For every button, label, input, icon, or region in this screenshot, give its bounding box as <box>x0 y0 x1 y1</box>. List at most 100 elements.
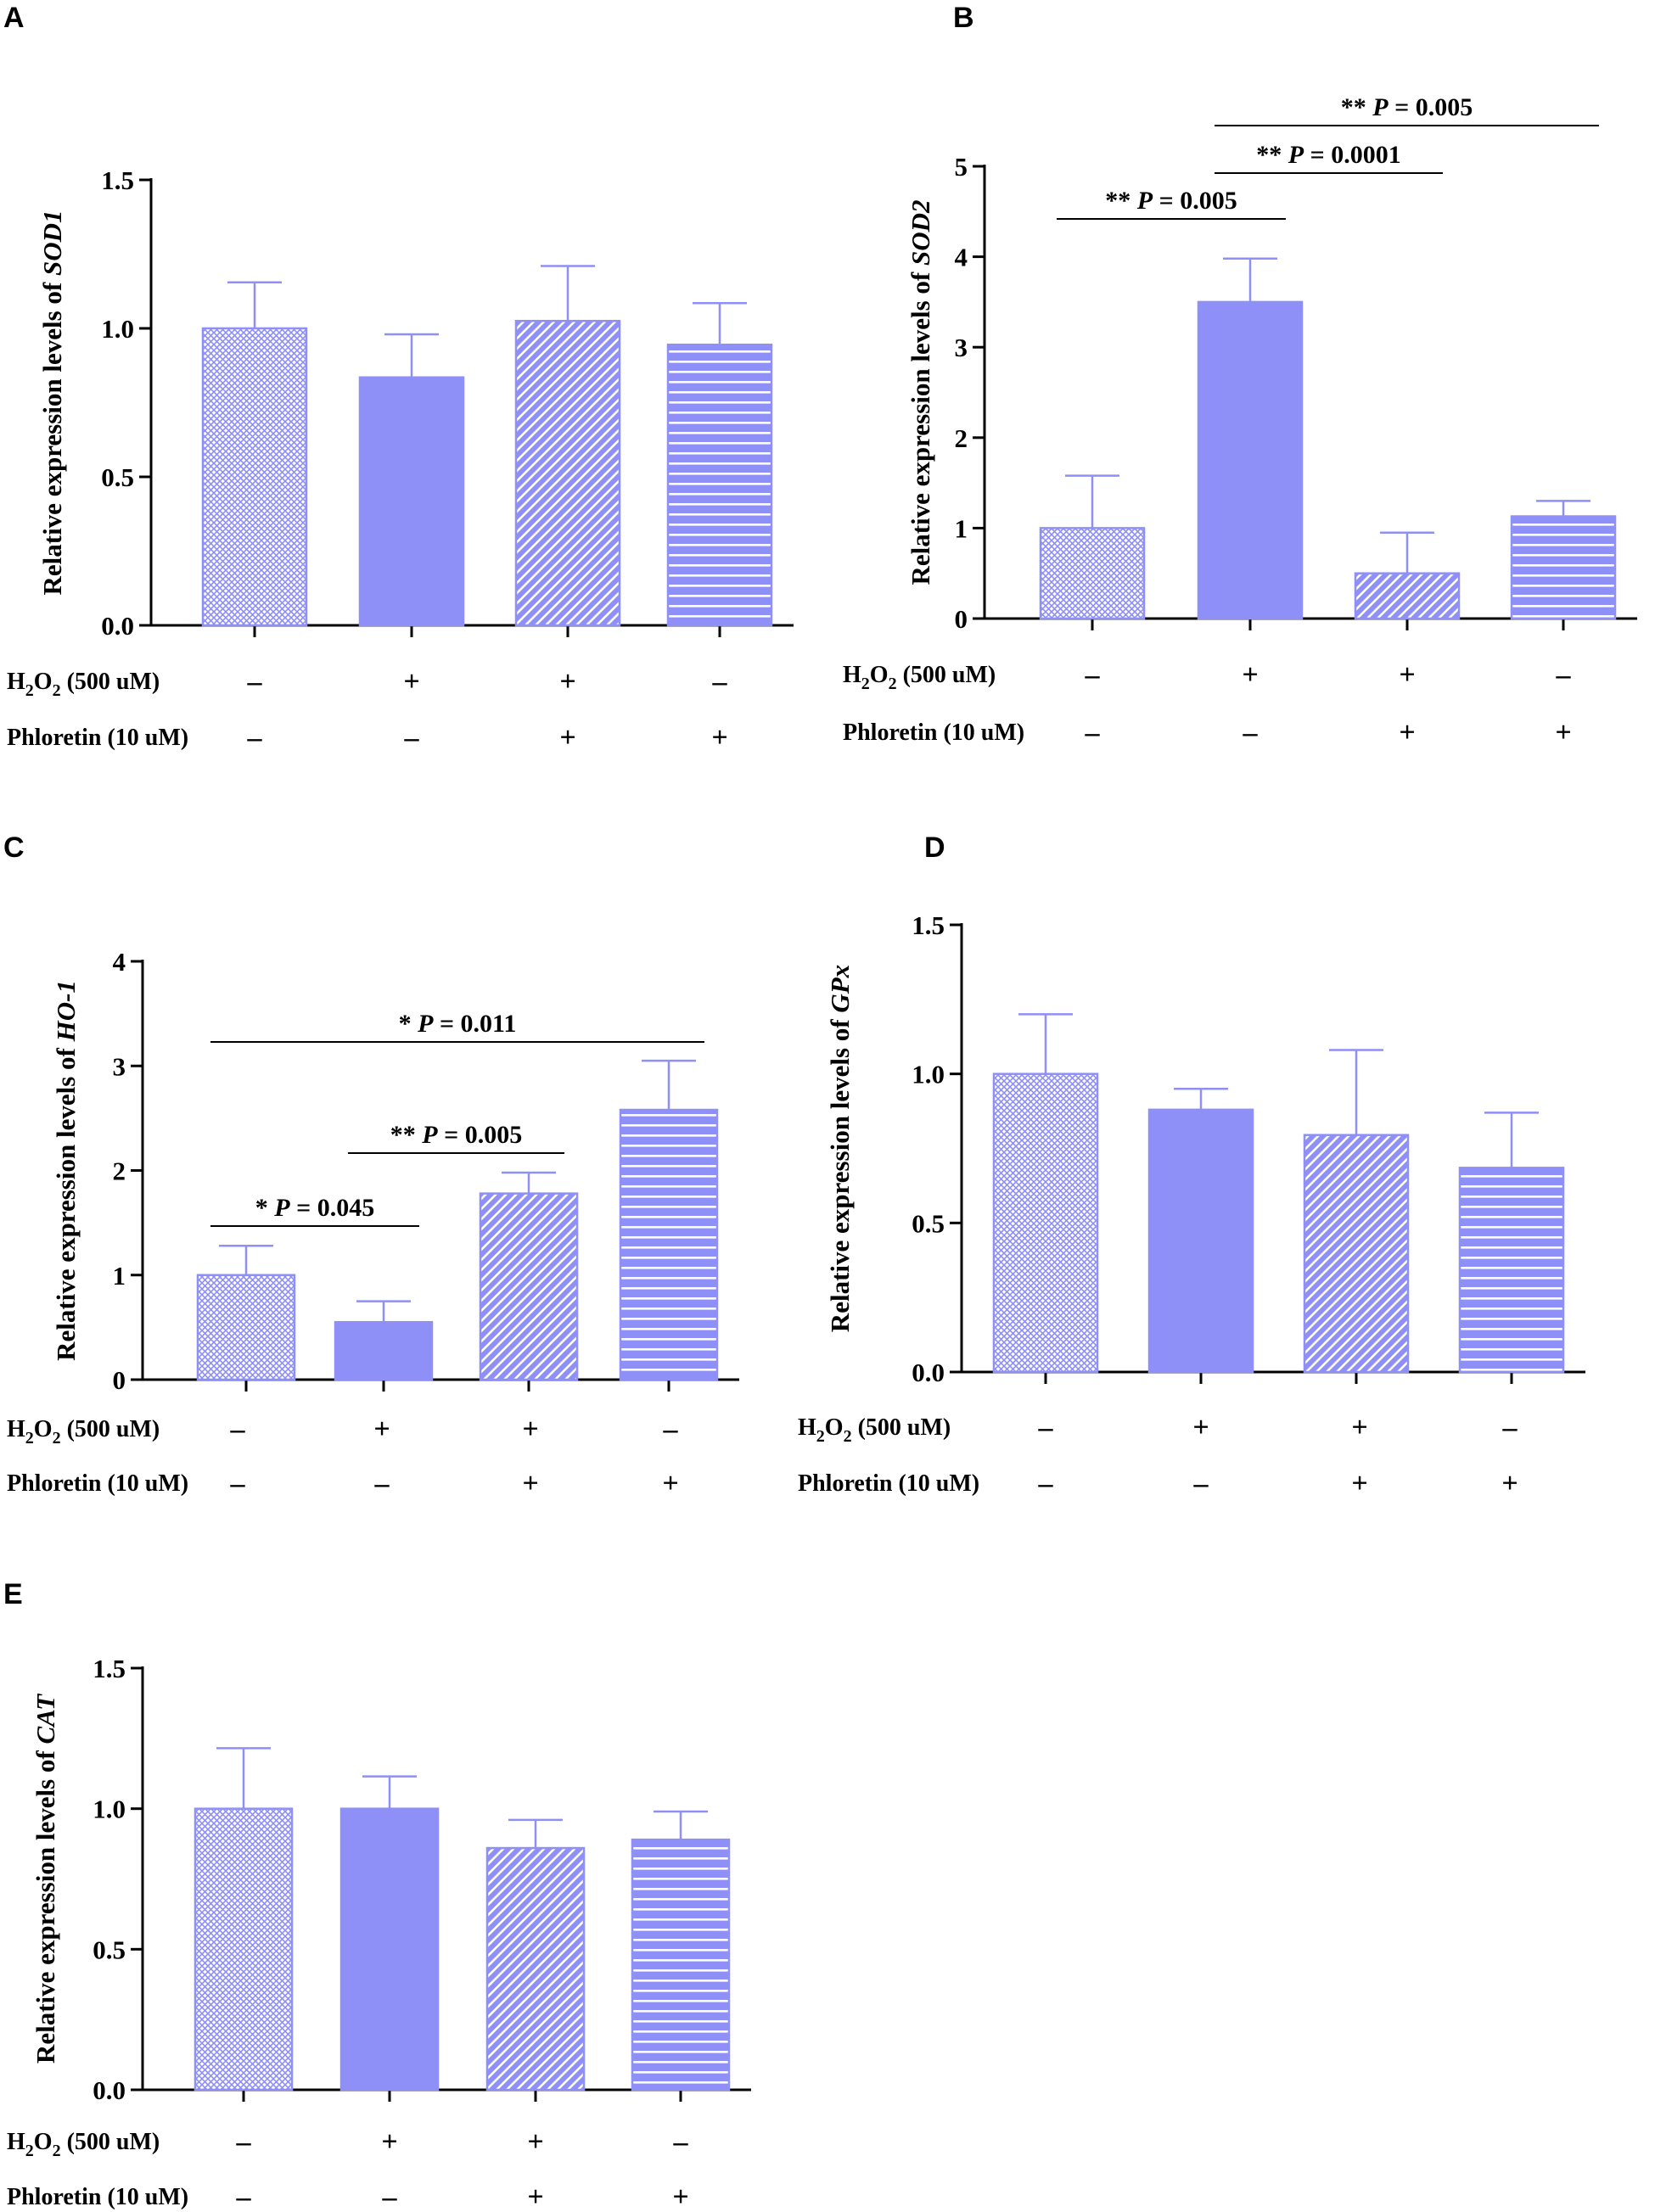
phloretin-sign-1: – <box>1085 717 1101 748</box>
h2o2-sub: 2 <box>25 2142 34 2160</box>
phloretin-sign-2: – <box>374 1468 390 1499</box>
y-tick-label: 2 <box>113 1156 126 1186</box>
y-tick-label: 4 <box>955 243 968 272</box>
sig-stars: ** <box>390 1121 423 1149</box>
y-tick-label: 5 <box>955 152 968 182</box>
panel-d: D 0.0 0.5 1.0 1.5 Relative expression levels … <box>798 832 1585 1499</box>
sig-value: = 0.005 <box>1389 93 1473 121</box>
sig-stars: * <box>255 1194 275 1222</box>
phloretin-sign-1: – <box>230 1468 246 1499</box>
h2o2-h: H <box>7 1416 25 1442</box>
y-axis-label: Relative expression levels of CAT <box>31 1694 60 2064</box>
condition-label-h2o2: H2O2 (500 uM) <box>798 1414 951 1446</box>
y-tick-label: 0.5 <box>912 1208 945 1238</box>
h2o2-sub: 2 <box>53 1429 61 1448</box>
sig-label: * P = 0.011 <box>399 1010 517 1038</box>
bar-1 <box>194 1807 294 2092</box>
sig-value: = 0.0001 <box>1304 141 1401 169</box>
h2o2-sign-3: + <box>522 1414 538 1445</box>
h2o2-sign-2: + <box>381 2126 397 2158</box>
sig-p: P <box>1136 187 1153 215</box>
y-axis-label: Relative expression levels of GPx <box>825 965 855 1332</box>
bar-2 <box>1197 300 1304 620</box>
h2o2-conc: (500 uM) <box>61 2129 160 2155</box>
sig-stars: ** <box>1256 141 1288 169</box>
sig-label: ** P = 0.005 <box>1341 93 1473 121</box>
h2o2-sign-1: – <box>1038 1412 1054 1443</box>
condition-label-h2o2: H2O2 (500 uM) <box>7 2129 160 2160</box>
y-tick-label: 1.5 <box>912 910 945 940</box>
panel-label-c: C <box>3 832 25 864</box>
bar-4 <box>631 1838 731 2092</box>
phloretin-sign-2: – <box>1193 1468 1209 1499</box>
h2o2-sub: 2 <box>889 675 897 693</box>
condition-label-phloretin: Phloretin (10 uM) <box>798 1470 979 1497</box>
condition-label-phloretin: Phloretin (10 uM) <box>843 720 1024 746</box>
y-axis-label: Relative expression levels of SOD2 <box>906 199 935 585</box>
h2o2-sign-4: – <box>673 2126 689 2158</box>
sig-value: = 0.005 <box>438 1121 523 1149</box>
h2o2-sign-2: + <box>403 666 419 697</box>
condition-label-phloretin: Phloretin (10 uM) <box>7 2184 188 2210</box>
h2o2-sign-4: – <box>712 666 728 697</box>
condition-label-phloretin: Phloretin (10 uM) <box>7 725 188 751</box>
bar-2 <box>1147 1108 1254 1374</box>
sig-value: = 0.045 <box>290 1194 375 1222</box>
sig-label: * P = 0.045 <box>255 1194 374 1222</box>
phloretin-sign-3: + <box>522 1468 538 1499</box>
h2o2-sub: 2 <box>844 1427 852 1446</box>
y-tick-label: 0.5 <box>101 462 134 492</box>
y-tick-label: 3 <box>955 333 968 362</box>
bar-1 <box>196 1274 296 1381</box>
bar-3 <box>1354 572 1461 620</box>
h2o2-sign-1: – <box>247 666 263 697</box>
panel-label-e: E <box>3 1578 23 1610</box>
panel-label-a: A <box>3 2 25 34</box>
phloretin-sign-4: + <box>662 1468 678 1499</box>
y-axis-label-prefix: Relative expression levels of <box>31 1744 60 2064</box>
phloretin-sign-3: + <box>1351 1468 1367 1499</box>
bar-4 <box>619 1108 719 1381</box>
y-tick-label: 1 <box>955 513 968 543</box>
condition-label-phloretin: Phloretin (10 uM) <box>7 1470 188 1497</box>
bar-4 <box>666 344 773 627</box>
h2o2-h: H <box>7 669 25 695</box>
y-tick-label: 0 <box>113 1365 126 1395</box>
h2o2-conc: (500 uM) <box>61 669 160 695</box>
h2o2-sub: 2 <box>53 681 61 700</box>
condition-label-h2o2: H2O2 (500 uM) <box>7 1416 160 1448</box>
bar-2 <box>339 1807 440 2092</box>
sig-stars: * <box>399 1010 418 1038</box>
phloretin-sign-3: + <box>527 2181 543 2212</box>
h2o2-sign-1: – <box>1085 659 1101 691</box>
bar-3 <box>479 1192 579 1381</box>
h2o2-sign-3: + <box>559 666 575 697</box>
y-tick-label: 1.5 <box>93 1654 126 1683</box>
sig-p: P <box>421 1121 438 1149</box>
panel-label-d: D <box>924 832 945 864</box>
sig-value: = 0.011 <box>433 1010 516 1038</box>
h2o2-sub: 2 <box>25 681 34 700</box>
h2o2-h: H <box>798 1414 816 1441</box>
sig-p: P <box>417 1010 434 1038</box>
condition-label-h2o2: H2O2 (500 uM) <box>843 662 996 693</box>
y-axis-label-prefix: Relative expression levels of <box>825 1013 855 1333</box>
bar-4 <box>1510 515 1617 620</box>
phloretin-sign-4: + <box>711 722 727 753</box>
h2o2-sub: 2 <box>25 1429 34 1448</box>
sig-value: = 0.005 <box>1153 187 1237 215</box>
h2o2-sign-1: – <box>230 1414 246 1445</box>
y-axis-label-prefix: Relative expression levels of <box>51 1041 81 1361</box>
phloretin-sign-2: – <box>1243 717 1259 748</box>
bar-3 <box>1303 1134 1410 1374</box>
panel-c: C 0 1 2 3 4 Relative expression levels of HO-1… <box>3 832 739 1499</box>
h2o2-conc: (500 uM) <box>852 1414 951 1441</box>
h2o2-sign-4: – <box>1556 659 1572 691</box>
y-axis-label-gene: SOD1 <box>37 210 67 276</box>
y-tick-label: 2 <box>955 423 968 453</box>
bar-1 <box>992 1072 1099 1374</box>
h2o2-o: O <box>825 1414 844 1441</box>
sig-stars: ** <box>1341 93 1373 121</box>
bar-2 <box>334 1320 434 1381</box>
phloretin-sign-3: + <box>559 722 575 753</box>
